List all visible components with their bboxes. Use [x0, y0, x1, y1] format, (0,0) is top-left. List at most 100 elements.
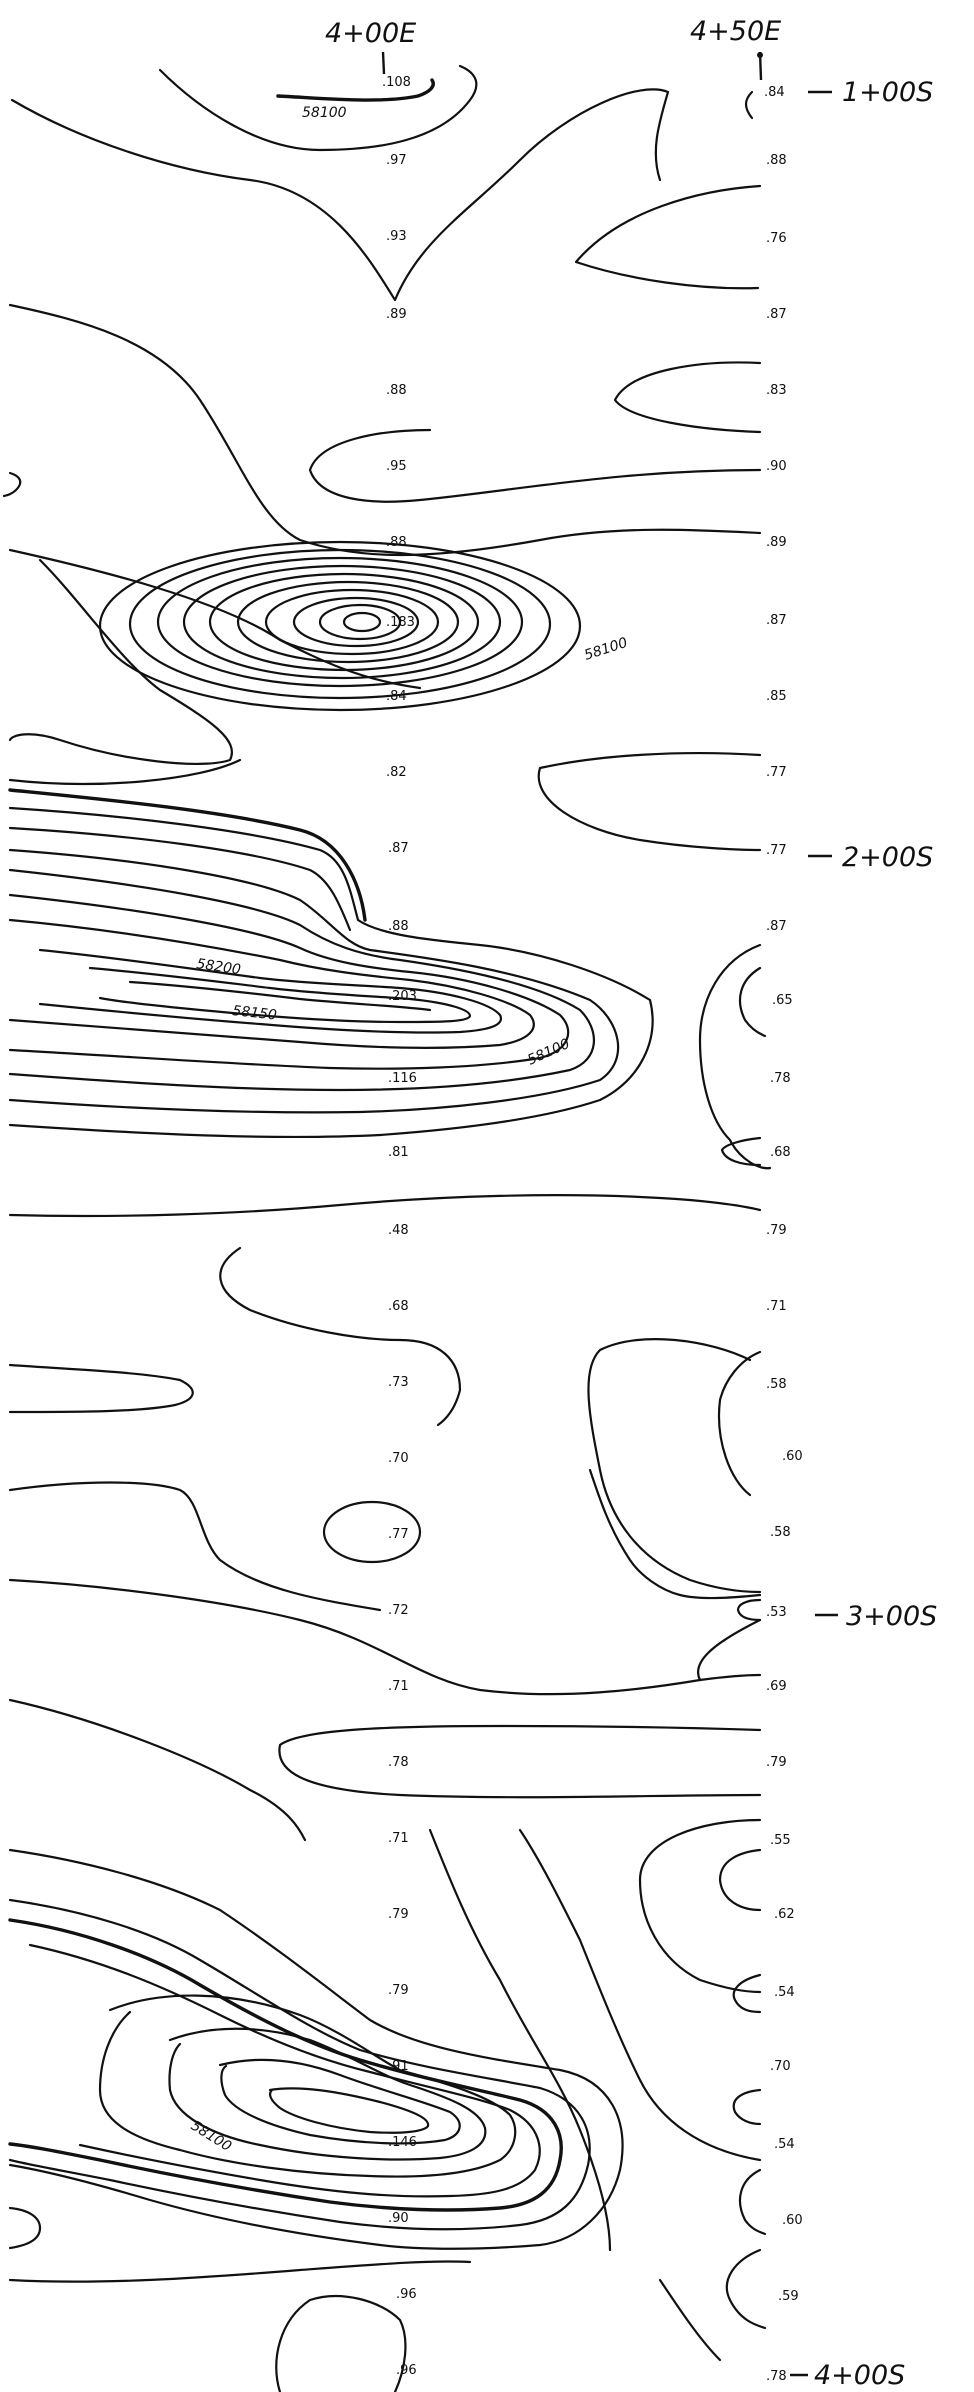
reading-value: .68: [388, 1299, 409, 1314]
contour-line: [574, 184, 762, 290]
reading-value: .108: [382, 75, 411, 90]
reading-value: .90: [766, 459, 787, 474]
contour-line: [725, 2248, 767, 2330]
reading-value: .78: [388, 1755, 409, 1770]
reading-value: .55: [770, 1833, 791, 1848]
contour-line: [588, 1468, 762, 1600]
reading-value: .54: [774, 2137, 795, 2152]
contour-line: [8, 1898, 591, 2231]
contour-line: [732, 2088, 762, 2126]
reading-value: .146: [388, 2135, 417, 2150]
reading-value: .89: [766, 535, 787, 550]
reading-value: .71: [388, 1679, 409, 1694]
contour-line: [8, 1481, 382, 1612]
reading-value: .71: [766, 1299, 787, 1314]
contour-line: [8, 893, 570, 1070]
readings-line-4-50E: .84 .88 .76 .87 .83 .90 .89 .87 .85 .77 …: [764, 85, 803, 2384]
contour-ellipse: [236, 580, 460, 664]
contour-value-label: 58150: [232, 1003, 278, 1024]
easting-tick-4-00E: [381, 51, 386, 75]
contour-ellipse: [322, 1500, 422, 1564]
reading-value: .83: [766, 383, 787, 398]
contour-ellipse: [342, 611, 382, 633]
contour-line: [8, 2206, 42, 2250]
reading-value: .60: [782, 1449, 803, 1464]
contour-line: [8, 558, 233, 766]
contour-line: [278, 1724, 762, 1799]
reading-value: .90: [388, 2211, 409, 2226]
contour-value-label: 58100: [582, 635, 629, 664]
reading-value: .88: [386, 383, 407, 398]
reading-value: .82: [386, 765, 407, 780]
reading-value: .81: [388, 1145, 409, 1160]
reading-value: .65: [772, 993, 793, 1008]
contour-line: [276, 78, 435, 102]
contour-value-label: 58100: [302, 105, 347, 121]
contour-line: [2, 471, 22, 498]
contour-line: [736, 1598, 762, 1622]
reading-value: .95: [386, 459, 407, 474]
reading-value: .60: [782, 2213, 803, 2228]
contour-value-label: 58200: [195, 956, 241, 978]
contour-line: [613, 361, 762, 434]
reading-value: .87: [766, 613, 787, 628]
contour-line: [8, 1194, 762, 1218]
contour-line: [98, 1994, 517, 2178]
contour-line: [275, 2294, 407, 2392]
reading-value: .84: [386, 689, 407, 704]
contour-line: [219, 1246, 462, 1427]
reading-value: .58: [770, 1525, 791, 1540]
contour-line: [698, 943, 772, 1170]
reading-value: .84: [764, 85, 785, 100]
reading-value: .68: [770, 1145, 791, 1160]
easting-label-4-00E: 4+00E: [325, 18, 416, 49]
contour-ellipse: [128, 548, 552, 700]
easting-marker-4-50E: [757, 52, 763, 58]
contour-ellipse: [156, 556, 524, 688]
station-label-3-00S: 3+00S: [846, 1601, 937, 1632]
reading-value: .91: [388, 2059, 409, 2074]
contour-line: [308, 428, 762, 503]
contour-ellipse: [182, 564, 502, 680]
contour-line: [218, 2058, 461, 2145]
contour-line: [8, 1578, 762, 1696]
reading-value: .71: [388, 1831, 409, 1846]
reading-value: .77: [388, 1527, 409, 1542]
reading-value: .62: [774, 1907, 795, 1922]
reading-value: .77: [766, 765, 787, 780]
reading-value: .116: [388, 1071, 417, 1086]
reading-value: .78: [766, 2369, 787, 2384]
reading-value: .70: [770, 2059, 791, 2074]
reading-value: .79: [766, 1223, 787, 1238]
reading-value: .53: [766, 1605, 787, 1620]
contour-line: [720, 1136, 762, 1167]
contour-line: [168, 2027, 487, 2161]
reading-value: .88: [386, 535, 407, 550]
reading-value: .85: [766, 689, 787, 704]
reading-value: .87: [388, 841, 409, 856]
contour-line: [10, 88, 670, 302]
reading-value: .76: [766, 231, 787, 246]
reading-value: .89: [386, 307, 407, 322]
contour-line: [537, 751, 762, 852]
reading-value: .58: [766, 1377, 787, 1392]
contour-line: [744, 90, 754, 120]
contour-line: [732, 1973, 762, 2014]
readings-line-4-00E: .108 .97 .93 .89 .88 .95 .88 .183 .84 .8…: [382, 75, 417, 2378]
contour-line: [738, 2168, 767, 2236]
contour-line: [8, 826, 352, 932]
contour-line: [8, 1363, 194, 1414]
contour-ellipse: [264, 588, 440, 656]
reading-value: .70: [388, 1451, 409, 1466]
reading-value: .88: [766, 153, 787, 168]
reading-value: .93: [386, 229, 407, 244]
contour-line: [268, 2087, 430, 2134]
reading-value: .88: [388, 919, 409, 934]
contour-ellipse: [208, 572, 480, 672]
reading-value: .73: [388, 1375, 409, 1390]
contour-line: [88, 966, 472, 1024]
contour-line: [428, 1828, 612, 2252]
contour-line: [718, 1350, 762, 1497]
contour-ellipse: [292, 596, 420, 648]
